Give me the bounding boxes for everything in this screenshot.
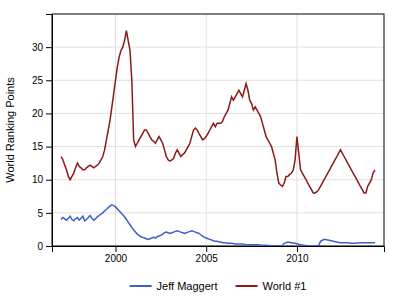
grid-line: [52, 179, 384, 180]
grid-line: [296, 14, 297, 246]
chart: 2000 2005 2010 0 5 10 15 20 25 30 World Ranking Po…: [0, 0, 400, 300]
tick: 10: [32, 174, 52, 185]
tick: 15: [32, 141, 52, 152]
tick: 2010: [286, 246, 309, 264]
tick: 2005: [196, 246, 219, 264]
tick-mark: [46, 213, 52, 214]
tick-mark: [46, 113, 52, 114]
tick-mark: [206, 246, 207, 252]
tick-label: 2010: [286, 253, 309, 264]
grid-line: [206, 14, 207, 246]
tick-label: 20: [32, 108, 44, 119]
y-axis: 0 5 10 15 20 25 30: [32, 15, 53, 252]
legend-label: World #1: [263, 280, 307, 292]
tick: 25: [32, 75, 52, 86]
tick: 20: [32, 108, 52, 119]
tick-mark: [46, 147, 52, 148]
tick-label: 25: [32, 75, 44, 86]
legend-label: Jeff Maggert: [157, 280, 218, 292]
series-line: [61, 205, 375, 246]
tick-mark: [46, 47, 52, 48]
tick: 5: [37, 208, 52, 219]
grid-line: [52, 80, 384, 81]
tick-label: 5: [37, 208, 43, 219]
tick: 0: [37, 241, 52, 252]
tick-label: 0: [37, 241, 43, 252]
axis-domain: [53, 247, 385, 253]
axis-domain: [46, 15, 53, 247]
legend-item: Jeff Maggert: [130, 280, 218, 292]
tick-mark: [46, 180, 52, 181]
tick-label: 15: [32, 141, 44, 152]
grid-line: [52, 146, 384, 147]
grid: [52, 14, 384, 246]
legend-swatch: [236, 285, 258, 287]
grid-line: [52, 47, 384, 48]
tick-mark: [297, 246, 298, 252]
x-axis: 2000 2005 2010: [53, 246, 385, 264]
series-line: [61, 31, 375, 193]
legend-swatch: [130, 285, 152, 287]
legend-item: World #1: [236, 280, 307, 292]
tick-label: 2000: [105, 253, 128, 264]
tick-mark: [115, 246, 116, 252]
plot: 2000 2005 2010 0 5 10 15 20 25 30: [32, 14, 385, 264]
legend: Jeff Maggert World #1: [130, 280, 307, 292]
grid-line: [115, 14, 116, 246]
grid-line: [52, 113, 384, 114]
tick: 30: [32, 42, 52, 53]
plot-frame: [52, 14, 384, 246]
tick-mark: [46, 246, 52, 247]
tick-label: 30: [32, 42, 44, 53]
tick: 2000: [105, 246, 128, 264]
tick-label: 10: [32, 174, 44, 185]
tick-mark: [46, 80, 52, 81]
lines: [61, 31, 375, 246]
tick-label: 2005: [196, 253, 219, 264]
axis-title: World Ranking Points: [4, 77, 16, 183]
